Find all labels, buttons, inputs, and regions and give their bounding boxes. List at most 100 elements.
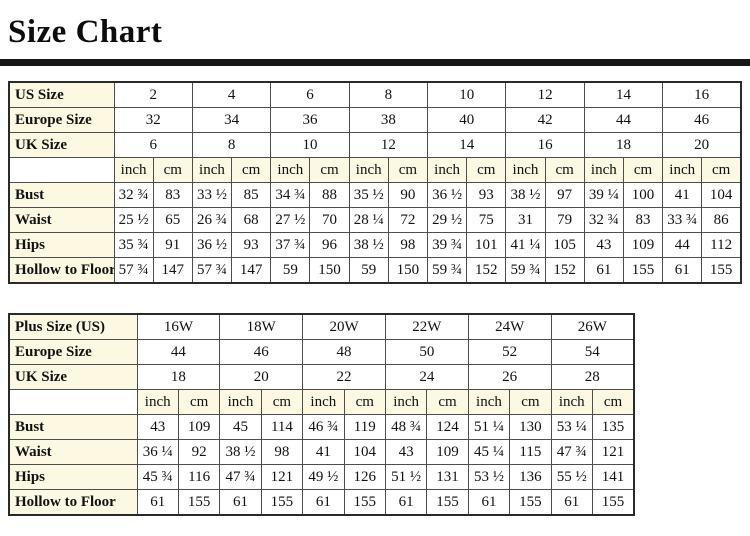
measure-value-cell: 155 bbox=[177, 489, 221, 516]
measure-value-cell: 37 ¾ bbox=[270, 232, 311, 259]
unit-row-spacer bbox=[8, 157, 115, 184]
measure-value-cell: 150 bbox=[387, 257, 429, 284]
measure-value-cell: 49 ½ bbox=[302, 464, 345, 491]
measure-value-cell: 41 bbox=[302, 439, 345, 466]
unit-cell: cm bbox=[466, 157, 507, 184]
measure-value-cell: 44 bbox=[662, 232, 703, 259]
size-value-cell: 18W bbox=[219, 313, 304, 341]
measure-value-cell: 51 ½ bbox=[384, 464, 428, 491]
unit-cell: cm bbox=[177, 389, 221, 416]
measure-value-cell: 147 bbox=[231, 257, 272, 284]
size-value-cell: 6 bbox=[113, 132, 193, 159]
size-value-cell: 26W bbox=[550, 313, 635, 341]
unit-cell: inch bbox=[583, 157, 624, 184]
measure-value-cell: 41 bbox=[662, 182, 703, 209]
measure-value-cell: 119 bbox=[343, 414, 386, 441]
size-value-cell: 34 bbox=[191, 107, 272, 134]
unit-cell: inch bbox=[348, 157, 389, 184]
measure-value-cell: 155 bbox=[260, 489, 304, 516]
size-value-cell: 46 bbox=[662, 107, 742, 134]
measure-value-cell: 26 ¾ bbox=[191, 207, 233, 234]
size-value-cell: 36 bbox=[270, 107, 350, 134]
unit-cell: inch bbox=[384, 389, 428, 416]
measure-value-cell: 121 bbox=[260, 464, 304, 491]
size-value-cell: 44 bbox=[136, 339, 221, 366]
size-value-cell: 24 bbox=[384, 364, 469, 391]
size-value-cell: 8 bbox=[348, 81, 429, 109]
unit-cell: cm bbox=[387, 157, 429, 184]
size-value-cell: 20 bbox=[219, 364, 304, 391]
measure-value-cell: 70 bbox=[309, 207, 350, 234]
size-value-cell: 10 bbox=[270, 132, 350, 159]
measure-value-cell: 155 bbox=[426, 489, 469, 516]
measure-value-cell: 141 bbox=[591, 464, 635, 491]
size-row: Europe Size 44 46 48 50 52 54 bbox=[8, 339, 635, 366]
measure-value-cell: 59 bbox=[348, 257, 389, 284]
measure-value-cell: 104 bbox=[701, 182, 742, 209]
measure-value-cell: 47 ¾ bbox=[219, 464, 262, 491]
unit-cell: cm bbox=[309, 157, 350, 184]
measure-value-cell: 98 bbox=[387, 232, 429, 259]
row-label: Hips bbox=[8, 232, 115, 259]
measure-value-cell: 130 bbox=[509, 414, 552, 441]
plus-size-table: Plus Size (US) 16W 18W 20W 22W 24W 26W Europe S… bbox=[8, 313, 635, 517]
measure-value-cell: 155 bbox=[622, 257, 664, 284]
measure-value-cell: 61 bbox=[219, 489, 262, 516]
measure-value-cell: 59 ¾ bbox=[505, 257, 546, 284]
unit-cell: cm bbox=[231, 157, 272, 184]
measure-value-cell: 38 ½ bbox=[219, 439, 262, 466]
measure-row: Hips 45 ¾ 116 47 ¾ 121 49 ½ 126 51 ½ 131 53 ½ 136 5… bbox=[8, 464, 635, 491]
size-value-cell: 40 bbox=[426, 107, 507, 134]
row-label: Bust bbox=[8, 414, 138, 441]
measure-value-cell: 36 ½ bbox=[426, 182, 468, 209]
measure-row: Bust 32 ¾ 83 33 ½ 85 34 ¾ 88 35 ½ 90 36 ½ 93 38 ½ 97… bbox=[8, 182, 742, 209]
measure-value-cell: 93 bbox=[466, 182, 507, 209]
size-value-cell: 54 bbox=[550, 339, 635, 366]
measure-value-cell: 68 bbox=[231, 207, 272, 234]
measure-value-cell: 61 bbox=[384, 489, 428, 516]
size-value-cell: 12 bbox=[505, 81, 585, 109]
size-value-cell: 46 bbox=[219, 339, 304, 366]
measure-value-cell: 126 bbox=[343, 464, 386, 491]
measure-value-cell: 104 bbox=[343, 439, 386, 466]
size-value-cell: 12 bbox=[348, 132, 429, 159]
measure-value-cell: 47 ¾ bbox=[550, 439, 593, 466]
size-row: Europe Size 32 34 36 38 40 42 44 46 bbox=[8, 107, 742, 134]
measure-value-cell: 85 bbox=[231, 182, 272, 209]
size-value-cell: 16 bbox=[662, 81, 742, 109]
measure-value-cell: 43 bbox=[136, 414, 179, 441]
measure-value-cell: 121 bbox=[591, 439, 635, 466]
unit-header-row: inch cm inch cm inch cm inch cm inch cm inch cm bbox=[8, 389, 635, 416]
measure-value-cell: 34 ¾ bbox=[270, 182, 311, 209]
unit-row-spacer bbox=[8, 389, 138, 416]
unit-cell: cm bbox=[591, 389, 635, 416]
size-value-cell: 16W bbox=[136, 313, 221, 341]
measure-value-cell: 155 bbox=[591, 489, 635, 516]
page-title: Size Chart bbox=[8, 14, 163, 50]
size-value-cell: 8 bbox=[191, 132, 272, 159]
unit-cell: cm bbox=[426, 389, 469, 416]
measure-value-cell: 72 bbox=[387, 207, 429, 234]
size-value-cell: 32 bbox=[113, 107, 193, 134]
size-row: UK Size 18 20 22 24 26 28 bbox=[8, 364, 635, 391]
size-value-cell: 22W bbox=[384, 313, 469, 341]
unit-header-row: inch cm inch cm inch cm inch cm inch cm inch cm inch… bbox=[8, 157, 742, 184]
measure-value-cell: 96 bbox=[309, 232, 350, 259]
size-charts: US Size 2 4 6 8 10 12 14 16 Europe Size 32 34 36 38 40… bbox=[0, 81, 750, 517]
unit-cell: inch bbox=[467, 389, 511, 416]
unit-cell: cm bbox=[152, 157, 193, 184]
size-value-cell: 50 bbox=[384, 339, 469, 366]
measure-value-cell: 43 bbox=[384, 439, 428, 466]
size-value-cell: 44 bbox=[583, 107, 664, 134]
size-value-cell: 48 bbox=[302, 339, 386, 366]
measure-value-cell: 155 bbox=[701, 257, 742, 284]
measure-value-cell: 109 bbox=[426, 439, 469, 466]
measure-value-cell: 28 ¼ bbox=[348, 207, 389, 234]
measure-value-cell: 131 bbox=[426, 464, 469, 491]
size-value-cell: 52 bbox=[467, 339, 552, 366]
size-value-cell: 14 bbox=[426, 132, 507, 159]
measure-value-cell: 35 ¾ bbox=[113, 232, 154, 259]
measure-value-cell: 53 ½ bbox=[467, 464, 511, 491]
row-label: UK Size bbox=[8, 364, 138, 391]
unit-cell: inch bbox=[302, 389, 345, 416]
